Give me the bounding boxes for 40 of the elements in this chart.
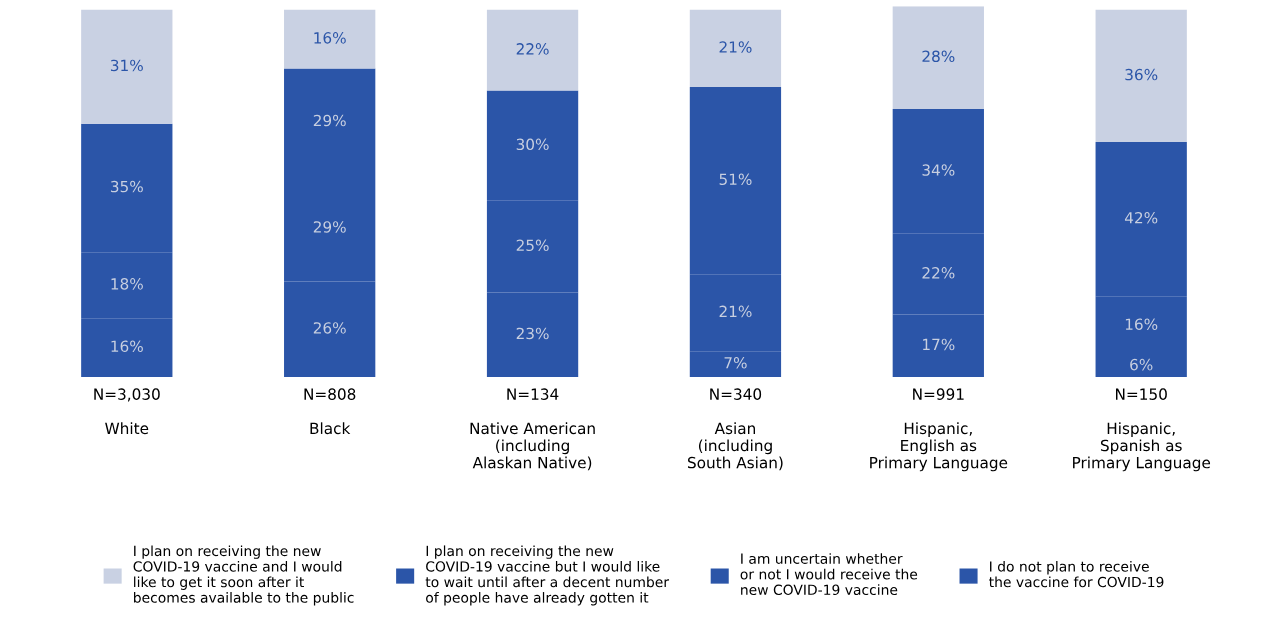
data-label: 21% bbox=[719, 305, 752, 318]
data-label: 51% bbox=[719, 173, 752, 185]
data-label: 42% bbox=[1124, 211, 1158, 224]
bar bbox=[892, 6, 984, 109]
data-label: 16% bbox=[111, 340, 143, 353]
data-label: 31% bbox=[110, 59, 143, 72]
legend-label: I am uncertain whether or not I would receive the new COVID-19 vaccine bbox=[740, 553, 918, 596]
data-label: 36% bbox=[1125, 68, 1158, 81]
data-label: 34% bbox=[922, 164, 955, 176]
data-label: 29% bbox=[313, 221, 346, 233]
bar bbox=[284, 9, 376, 69]
data-label: 22% bbox=[516, 43, 549, 55]
legend-label: I do not plan to receive the vaccine for COVID-19 bbox=[989, 560, 1164, 588]
data-label: 16% bbox=[314, 32, 346, 44]
category-label: N=3,030 White bbox=[94, 388, 160, 435]
data-label: 18% bbox=[111, 278, 143, 290]
category-label: N=340 Asian (including South Asian) bbox=[687, 388, 783, 471]
category-label: N=134 Native American (including Alaskan Native) bbox=[470, 388, 595, 471]
data-label: 25% bbox=[516, 239, 549, 252]
data-label: 22% bbox=[922, 267, 955, 279]
legend-label: I plan on receiving the new COVID-19 vaccine and I would like to get it soon after it becomes available to the public bbox=[133, 545, 354, 606]
data-label: 16% bbox=[1125, 318, 1158, 331]
bar bbox=[689, 9, 782, 87]
category-label: N=991 Hispanic, English as Primary Language bbox=[870, 388, 1008, 472]
bar bbox=[486, 9, 579, 91]
category-label: N=808 Black bbox=[304, 388, 356, 435]
data-label: 30% bbox=[516, 138, 549, 151]
data-label: 29% bbox=[313, 114, 346, 127]
data-label: 17% bbox=[923, 338, 955, 351]
bar bbox=[1095, 9, 1187, 143]
bar bbox=[81, 9, 173, 124]
data-label: 7% bbox=[724, 357, 747, 369]
data-label: 23% bbox=[516, 327, 549, 340]
data-label: 28% bbox=[922, 50, 955, 63]
legend-label: I plan on receiving the new COVID-19 vaccine but I would like to wait until after a decent number of people have already gotten it bbox=[425, 545, 670, 606]
data-label: 6% bbox=[1130, 358, 1153, 371]
data-label: 21% bbox=[719, 41, 752, 53]
category-label: N=150 Hispanic, Spanish as Primary Language bbox=[1073, 388, 1211, 472]
data-label: 26% bbox=[313, 322, 346, 334]
data-label: 35% bbox=[110, 180, 143, 193]
